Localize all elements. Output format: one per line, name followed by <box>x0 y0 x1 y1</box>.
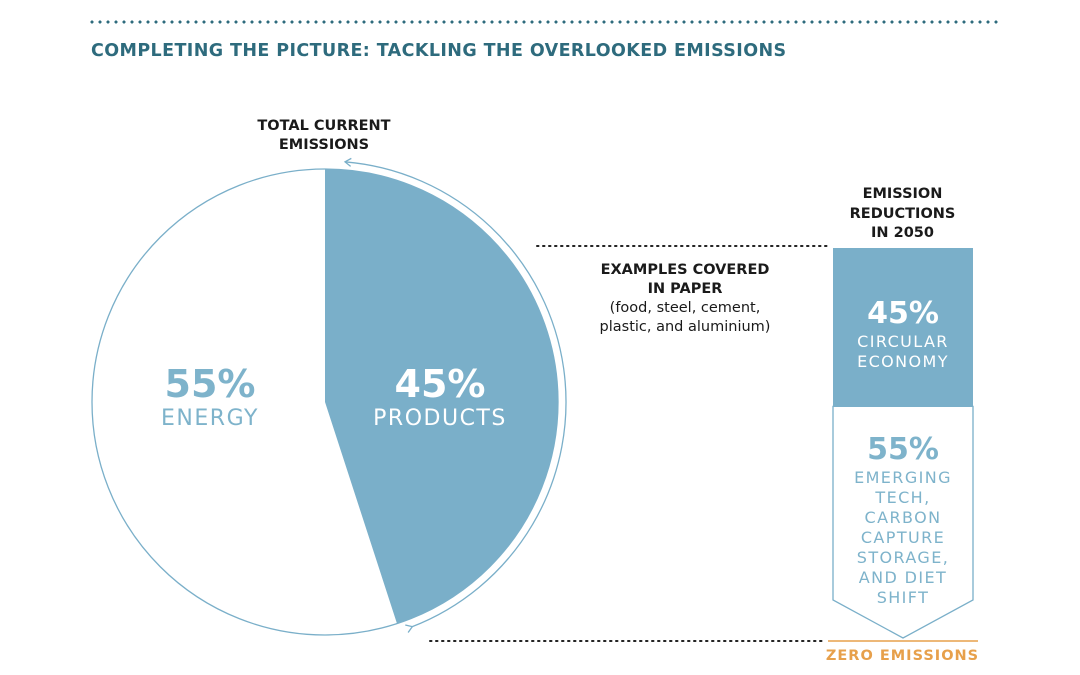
reduction-bar <box>832 248 974 639</box>
examples-title-line: IN PAPER <box>647 281 723 297</box>
bar-segment-circular-economy <box>833 248 973 407</box>
emerging-tech-text: CARBON <box>864 508 942 527</box>
products-slice-label: 45% PRODUCTS <box>340 363 540 433</box>
products-name: PRODUCTS <box>373 406 507 431</box>
emerging-tech-percent: 55% <box>867 432 939 467</box>
reductions-heading-line: IN 2050 <box>871 225 934 241</box>
energy-slice-label: 55% ENERGY <box>120 363 300 433</box>
bar-segment-emerging-tech <box>832 405 974 639</box>
dotted-top-rule <box>88 20 1000 24</box>
emerging-tech-text: TECH, <box>875 488 931 507</box>
examples-detail-line: (food, steel, cement, <box>609 300 761 316</box>
emerging-tech-text: STORAGE, <box>856 548 950 567</box>
reductions-heading: EMISSION REDUCTIONS IN 2050 <box>830 185 975 244</box>
circular-economy-text: CIRCULAR <box>857 332 949 351</box>
circular-economy-label: 45% CIRCULAR ECONOMY <box>833 296 973 372</box>
reductions-heading-line: EMISSION <box>862 186 943 202</box>
emerging-tech-text: SHIFT <box>876 588 930 607</box>
examples-annotation: EXAMPLES COVERED IN PAPER (food, steel, … <box>580 261 790 337</box>
emerging-tech-label: 55% EMERGING TECH, CARBON CAPTURE STORAG… <box>833 432 973 608</box>
pie-heading: TOTAL CURRENT EMISSIONS <box>234 117 414 155</box>
products-percent: 45% <box>394 362 486 406</box>
pie-heading-line: TOTAL CURRENT <box>257 118 391 134</box>
reductions-heading-line: REDUCTIONS <box>849 205 956 222</box>
emerging-tech-text: EMERGING <box>854 468 952 487</box>
products-bracket-arc <box>343 157 567 633</box>
emerging-tech-text: CAPTURE <box>860 528 946 547</box>
page-title: COMPLETING THE PICTURE: TACKLING THE OVE… <box>91 41 787 61</box>
energy-name: ENERGY <box>161 406 259 431</box>
examples-title-line: EXAMPLES COVERED <box>600 262 770 278</box>
circular-economy-percent: 45% <box>867 296 939 331</box>
examples-detail-line: plastic, and aluminium) <box>599 319 771 335</box>
emerging-tech-text: AND DIET <box>858 568 948 587</box>
energy-percent: 55% <box>164 362 256 406</box>
zero-emissions-label: ZERO EMISSIONS <box>825 648 980 664</box>
circular-economy-text: ECONOMY <box>857 352 949 371</box>
pie-heading-line: EMISSIONS <box>278 137 370 153</box>
